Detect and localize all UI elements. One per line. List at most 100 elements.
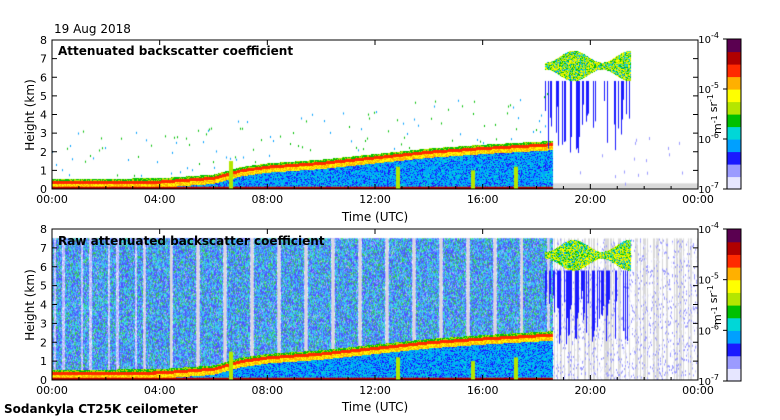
backscatter-heatmap — [52, 40, 698, 189]
y-tick-label: 7 — [40, 242, 47, 255]
colorbar-swatch — [727, 161, 741, 165]
colorbar-swatch — [727, 174, 741, 178]
y-axis-label: Height (km) — [23, 269, 37, 340]
x-tick-label: 00:00 — [682, 384, 714, 397]
x-tick-label: 16:00 — [467, 384, 499, 397]
colorbar-swatch — [727, 81, 741, 85]
colorbar-swatch — [727, 151, 741, 155]
colorbar-swatch — [727, 355, 741, 359]
x-tick-label: 04:00 — [144, 193, 176, 206]
y-tick-label: 0 — [40, 183, 47, 196]
x-tick-label: 00:00 — [36, 384, 68, 397]
colorbar-swatch — [727, 254, 741, 258]
raw-backscatter-heatmap — [52, 229, 698, 380]
y-tick-label: 6 — [40, 71, 47, 84]
colorbar-swatch — [727, 264, 741, 268]
colorbar-swatch — [727, 101, 741, 105]
colorbar-swatch — [727, 164, 741, 168]
y-tick-label: 5 — [40, 90, 47, 103]
colorbar-swatch — [727, 231, 741, 235]
y-tick-label: 8 — [40, 34, 47, 47]
colorbar-swatch — [727, 335, 741, 339]
colorbar: 10-710-610-510-4m-1sr-1 — [698, 221, 742, 388]
colorbar-swatch — [727, 76, 741, 80]
colorbar-swatch — [727, 360, 741, 364]
colorbar-swatch — [727, 156, 741, 160]
x-tick-label: 20:00 — [574, 193, 606, 206]
colorbar-swatch — [727, 259, 741, 263]
x-tick-label: 08:00 — [251, 384, 283, 397]
colorbar-swatch — [727, 121, 741, 125]
colorbar-swatch — [727, 312, 741, 316]
axis-ticks: 00:00 04:00 08:00 12:00 16:00 20:00 00:0001234… — [36, 34, 714, 206]
colorbar-swatch — [727, 89, 741, 93]
y-tick-label: 8 — [40, 223, 47, 236]
colorbar-swatch — [727, 116, 741, 120]
colorbar-swatch — [727, 363, 741, 367]
y-tick-label: 7 — [40, 53, 47, 66]
colorbar-swatch — [727, 272, 741, 276]
colorbar-swatch — [727, 294, 741, 298]
colorbar-swatch — [727, 353, 741, 357]
colorbar-swatch — [727, 169, 741, 173]
y-tick-label: 0 — [40, 374, 47, 387]
colorbar-swatch — [727, 131, 741, 135]
colorbar-swatch — [727, 91, 741, 95]
colorbar-swatch — [727, 317, 741, 321]
x-tick-label: 12:00 — [359, 193, 391, 206]
colorbar-swatch — [727, 236, 741, 240]
colorbar-swatch — [727, 166, 741, 170]
colorbar-swatch — [727, 350, 741, 354]
y-tick-label: 1 — [40, 164, 47, 177]
x-tick-label: 08:00 — [251, 193, 283, 206]
x-tick-label: 12:00 — [359, 384, 391, 397]
colorbar-swatch — [727, 184, 741, 188]
panel-attenuated: Attenuated backscatter coefficient 00:00… — [23, 31, 742, 224]
colorbar-swatch — [727, 136, 741, 140]
colorbar-swatch — [727, 343, 741, 347]
colorbar-swatch — [727, 322, 741, 326]
colorbar-swatch — [727, 109, 741, 113]
colorbar-swatch — [727, 61, 741, 65]
colorbar-swatch — [727, 99, 741, 103]
colorbar-swatch — [727, 345, 741, 349]
colorbar-swatch — [727, 74, 741, 78]
colorbar-swatch — [727, 299, 741, 304]
y-tick-label: 6 — [40, 261, 47, 274]
colorbar-swatch — [727, 114, 741, 118]
colorbar-swatch — [727, 96, 741, 100]
colorbar-tick-label: 10-7 — [698, 373, 719, 388]
colorbar-swatch — [727, 56, 741, 60]
colorbar-swatch — [727, 249, 741, 253]
x-tick-label: 00:00 — [682, 193, 714, 206]
colorbar-swatch — [727, 176, 741, 180]
colorbar-swatch — [727, 144, 741, 148]
panel-raw: Raw attenuated backscatter coefficient 0… — [23, 221, 742, 414]
colorbar-swatch — [727, 124, 741, 128]
colorbar-frame — [726, 38, 742, 190]
colorbar-swatch — [727, 154, 741, 158]
colorbar-swatch — [727, 146, 741, 150]
colorbar-swatch — [727, 41, 741, 45]
colorbar-tick-label: 10-5 — [698, 81, 719, 96]
colorbar-swatch — [727, 134, 741, 138]
colorbar-swatch — [727, 348, 741, 352]
colorbar-swatch — [727, 261, 741, 266]
colorbar-swatch — [727, 66, 741, 70]
axis-ticks: 00:00 04:00 08:00 12:00 16:00 20:00 00:0001234… — [36, 223, 714, 397]
colorbar-tick-label: 10-4 — [698, 31, 719, 46]
colorbar-swatch — [727, 239, 741, 243]
colorbar-swatch — [727, 71, 741, 75]
colorbar-swatch — [727, 274, 741, 278]
colorbar-swatch — [727, 119, 741, 123]
colorbar-swatch — [727, 229, 741, 233]
colorbar-swatch — [727, 287, 741, 291]
colorbar-swatch — [727, 104, 741, 108]
colorbar-swatch — [727, 327, 741, 331]
colorbar-swatch — [727, 256, 741, 260]
colorbar-swatch — [727, 244, 741, 248]
colorbar-swatch — [727, 297, 741, 301]
colorbar-swatch — [727, 139, 741, 143]
y-tick-label: 3 — [40, 317, 47, 330]
colorbar-swatch — [727, 46, 741, 50]
